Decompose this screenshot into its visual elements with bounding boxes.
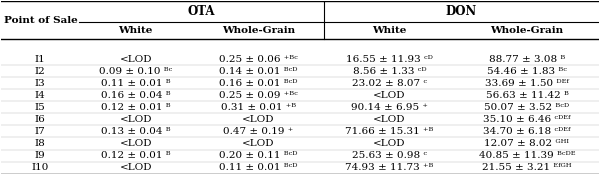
Text: OTA: OTA: [188, 5, 215, 18]
Text: 0.11 ± 0.01 ᴮᶜᴰ: 0.11 ± 0.01 ᴮᶜᴰ: [219, 163, 298, 172]
Text: I3: I3: [35, 79, 46, 88]
Text: <LOD: <LOD: [373, 115, 406, 124]
Text: 0.14 ± 0.01 ᴮᶜᴰ: 0.14 ± 0.01 ᴮᶜᴰ: [219, 67, 298, 76]
Text: White: White: [119, 26, 153, 35]
Text: 90.14 ± 6.95 ⁺: 90.14 ± 6.95 ⁺: [351, 103, 428, 112]
Text: Whole-Grain: Whole-Grain: [221, 26, 295, 35]
Text: <LOD: <LOD: [119, 115, 152, 124]
Text: 54.46 ± 1.83 ᴮᶜ: 54.46 ± 1.83 ᴮᶜ: [487, 67, 567, 76]
Text: 0.16 ± 0.04 ᴮ: 0.16 ± 0.04 ᴮ: [101, 91, 170, 100]
Text: 0.09 ± 0.10 ᴮᶜ: 0.09 ± 0.10 ᴮᶜ: [99, 67, 172, 76]
Text: <LOD: <LOD: [119, 163, 152, 172]
Text: I8: I8: [35, 139, 46, 148]
Text: 0.47 ± 0.19 ⁺: 0.47 ± 0.19 ⁺: [223, 127, 293, 136]
Text: <LOD: <LOD: [119, 55, 152, 64]
Text: DON: DON: [446, 5, 477, 18]
Text: I1: I1: [35, 55, 46, 64]
Text: 88.77 ± 3.08 ᴮ: 88.77 ± 3.08 ᴮ: [489, 55, 565, 64]
Text: 0.12 ± 0.01 ᴮ: 0.12 ± 0.01 ᴮ: [101, 103, 170, 112]
Text: 0.25 ± 0.06 ⁺ᴮᶜ: 0.25 ± 0.06 ⁺ᴮᶜ: [219, 55, 298, 64]
Text: 50.07 ± 3.52 ᴮᶜᴰ: 50.07 ± 3.52 ᴮᶜᴰ: [484, 103, 569, 112]
Text: I5: I5: [35, 103, 46, 112]
Text: 0.13 ± 0.04 ᴮ: 0.13 ± 0.04 ᴮ: [101, 127, 170, 136]
Text: I10: I10: [32, 163, 49, 172]
Text: 56.63 ± 11.42 ᴮ: 56.63 ± 11.42 ᴮ: [485, 91, 568, 100]
Text: 40.85 ± 11.39 ᴮᶜᴰᴱ: 40.85 ± 11.39 ᴮᶜᴰᴱ: [479, 151, 575, 160]
Text: <LOD: <LOD: [119, 139, 152, 148]
Text: 74.93 ± 11.73 ⁺ᴮ: 74.93 ± 11.73 ⁺ᴮ: [346, 163, 434, 172]
Text: I4: I4: [35, 91, 46, 100]
Text: 16.55 ± 11.93 ᶜᴰ: 16.55 ± 11.93 ᶜᴰ: [346, 55, 433, 64]
Text: I9: I9: [35, 151, 46, 160]
Text: 0.16 ± 0.01 ᴮᶜᴰ: 0.16 ± 0.01 ᴮᶜᴰ: [219, 79, 298, 88]
Text: Point of Sale: Point of Sale: [4, 16, 78, 25]
Text: <LOD: <LOD: [373, 91, 406, 100]
Text: I2: I2: [35, 67, 46, 76]
Text: 0.11 ± 0.01 ᴮ: 0.11 ± 0.01 ᴮ: [101, 79, 170, 88]
Text: 21.55 ± 3.21 ᴱᶠᴳᴴ: 21.55 ± 3.21 ᴱᶠᴳᴴ: [482, 163, 572, 172]
Text: 0.12 ± 0.01 ᴮ: 0.12 ± 0.01 ᴮ: [101, 151, 170, 160]
Text: 8.56 ± 1.33 ᶜᴰ: 8.56 ± 1.33 ᶜᴰ: [353, 67, 427, 76]
Text: 0.31 ± 0.01 ⁺ᴮ: 0.31 ± 0.01 ⁺ᴮ: [221, 103, 296, 112]
Text: <LOD: <LOD: [373, 139, 406, 148]
Text: 33.69 ± 1.50 ᴰᴱᶠ: 33.69 ± 1.50 ᴰᴱᶠ: [485, 79, 569, 88]
Text: 34.70 ± 6.18 ᶜᴰᴱᶠ: 34.70 ± 6.18 ᶜᴰᴱᶠ: [483, 127, 571, 136]
Text: 23.02 ± 8.07 ᶜ: 23.02 ± 8.07 ᶜ: [352, 79, 427, 88]
Text: 0.25 ± 0.09 ⁺ᴮᶜ: 0.25 ± 0.09 ⁺ᴮᶜ: [219, 91, 298, 100]
Text: 0.20 ± 0.11 ᴮᶜᴰ: 0.20 ± 0.11 ᴮᶜᴰ: [219, 151, 298, 160]
Text: Whole-Grain: Whole-Grain: [490, 26, 563, 35]
Text: <LOD: <LOD: [242, 139, 274, 148]
Text: I6: I6: [35, 115, 46, 124]
Text: 12.07 ± 8.02 ᴳᴴᴵ: 12.07 ± 8.02 ᴳᴴᴵ: [484, 139, 569, 148]
Text: White: White: [373, 26, 407, 35]
Text: 71.66 ± 15.31 ⁺ᴮ: 71.66 ± 15.31 ⁺ᴮ: [346, 127, 434, 136]
Text: <LOD: <LOD: [242, 115, 274, 124]
Text: 25.63 ± 0.98 ᶜ: 25.63 ± 0.98 ᶜ: [352, 151, 427, 160]
Text: I7: I7: [35, 127, 46, 136]
Text: 35.10 ± 6.46 ᶜᴰᴱᶠ: 35.10 ± 6.46 ᶜᴰᴱᶠ: [483, 115, 571, 124]
